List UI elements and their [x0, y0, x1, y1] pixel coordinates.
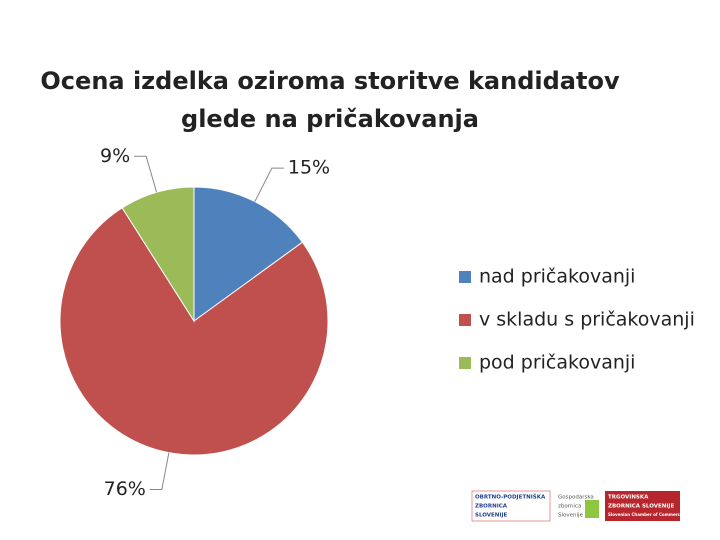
- logo-text: zbornica: [558, 504, 581, 510]
- logo: [471, 490, 551, 522]
- legend-swatch: [459, 314, 471, 326]
- pie-slice: [59, 207, 329, 456]
- leader-line: [254, 167, 284, 202]
- legend-swatch: [459, 271, 471, 283]
- logo: [605, 491, 680, 521]
- data-label: 15%: [288, 157, 330, 179]
- data-label: 9%: [100, 145, 130, 167]
- chart-title: Ocena izdelka oziroma storitve kandidato…: [40, 67, 620, 133]
- logo-text: TRGOVINSKA: [608, 495, 649, 501]
- logo-text: ZBORNICA: [475, 504, 508, 510]
- leader-line: [134, 155, 158, 193]
- logo-text: Slovenije: [558, 513, 584, 519]
- legend-label: nad pričakovanji: [479, 266, 635, 288]
- logo-text: Slovenian Chamber of Commerce: [608, 512, 683, 517]
- legend-swatch: [459, 357, 471, 369]
- logo-text: Gospodarska: [558, 495, 594, 501]
- logo-text: ZBORNICA SLOVENIJE: [608, 504, 674, 510]
- legend-label: v skladu s pričakovanji: [479, 309, 695, 331]
- pie-slice: [193, 186, 304, 322]
- logo-text: SLOVENIJE: [475, 513, 508, 519]
- data-label: 76%: [104, 478, 146, 500]
- logo-text: OBRTNO-PODJETNIŠKA: [475, 494, 546, 501]
- leader-line: [149, 452, 170, 490]
- logo-icon: [585, 500, 599, 518]
- legend-label: pod pričakovanji: [479, 352, 635, 374]
